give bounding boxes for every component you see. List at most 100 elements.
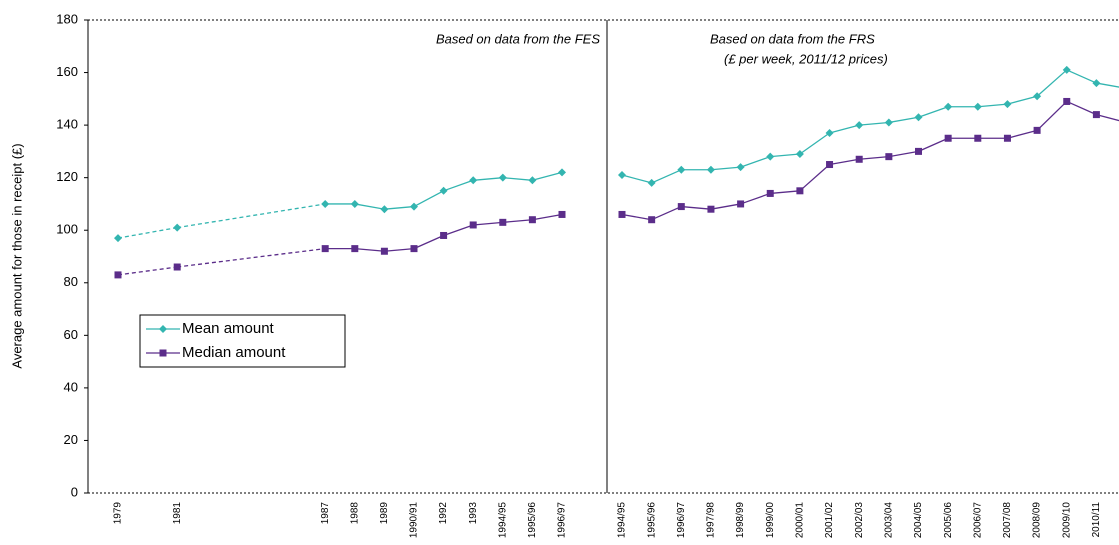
- x-tick-label: 1989: [379, 502, 390, 525]
- marker: [1003, 100, 1012, 109]
- series-segment: [918, 106, 949, 118]
- x-tick-label: 1992: [438, 502, 449, 525]
- marker: [677, 165, 686, 174]
- marker: [855, 155, 863, 163]
- y-tick-label: 60: [64, 327, 78, 342]
- marker: [974, 134, 982, 142]
- marker: [766, 189, 774, 197]
- x-tick-label: 1994/95: [617, 502, 628, 539]
- x-tick-label: 1998/99: [735, 502, 746, 539]
- x-tick-label: 1981: [172, 502, 183, 525]
- marker: [528, 216, 536, 224]
- legend-box: [139, 314, 346, 368]
- x-tick-label: 1996/97: [557, 502, 568, 539]
- x-tick-label: 1999/00: [765, 502, 776, 539]
- series-segment: [502, 219, 533, 223]
- marker: [796, 187, 804, 195]
- marker: [114, 234, 122, 243]
- y-tick-label: 80: [64, 274, 78, 289]
- series-segment: [473, 177, 503, 181]
- series-segment: [117, 226, 178, 239]
- series-segment: [1036, 100, 1068, 131]
- marker: [795, 150, 804, 159]
- x-tick-label: 1995/96: [646, 502, 657, 539]
- series-segment: [681, 205, 712, 210]
- legend-label: Median amount: [182, 344, 286, 361]
- series-segment: [117, 266, 178, 276]
- marker: [915, 147, 922, 155]
- marker: [499, 218, 507, 226]
- series-segment: [621, 213, 652, 221]
- series-segment: [740, 156, 771, 168]
- y-tick-label: 100: [56, 222, 78, 237]
- y-tick-label: 40: [64, 379, 78, 394]
- marker: [410, 245, 418, 253]
- series-segment: [177, 247, 326, 268]
- series-segment: [413, 234, 444, 250]
- marker: [498, 173, 507, 182]
- marker: [321, 199, 330, 208]
- series-segment: [888, 150, 919, 158]
- x-tick-label: 1996/97: [676, 502, 687, 539]
- x-tick-label: 2004/05: [913, 502, 924, 539]
- y-tick-label: 120: [56, 169, 78, 184]
- marker: [706, 165, 715, 174]
- series-segment: [770, 153, 800, 158]
- x-tick-label: 2000/01: [795, 502, 806, 539]
- marker: [469, 221, 477, 229]
- series-segment: [443, 224, 474, 237]
- series-segment: [859, 121, 889, 126]
- marker: [558, 168, 566, 177]
- series-segment: [502, 177, 533, 181]
- series-segment: [621, 174, 652, 184]
- series-segment: [177, 203, 326, 229]
- series-segment: [710, 203, 741, 210]
- x-tick-label: 2009/10: [1061, 502, 1072, 539]
- marker: [1003, 134, 1011, 142]
- marker: [855, 121, 864, 130]
- annotation: Based on data from the FRS: [710, 31, 875, 46]
- marker: [914, 113, 923, 122]
- marker: [973, 102, 982, 111]
- marker: [1092, 111, 1100, 119]
- marker: [1062, 65, 1071, 74]
- marker: [1063, 97, 1071, 105]
- marker: [114, 271, 122, 279]
- series-segment: [710, 166, 741, 171]
- marker: [944, 102, 953, 111]
- x-tick-label: 2006/07: [972, 502, 983, 539]
- marker: [173, 223, 182, 232]
- series-segment: [829, 158, 860, 166]
- marker: [1092, 79, 1101, 88]
- series-segment: [1096, 113, 1119, 122]
- marker: [884, 118, 893, 127]
- y-tick-label: 180: [56, 11, 78, 26]
- series-segment: [770, 190, 800, 195]
- x-tick-label: 1997/98: [706, 502, 717, 539]
- series-segment: [1066, 69, 1097, 84]
- marker: [766, 152, 775, 161]
- marker: [736, 163, 745, 172]
- marker: [1033, 126, 1041, 134]
- marker: [944, 134, 952, 142]
- series-segment: [888, 116, 919, 124]
- x-tick-label: 2010/11: [1091, 502, 1102, 538]
- x-tick-label: 2003/04: [883, 502, 894, 539]
- x-tick-label: 1988: [349, 502, 360, 525]
- marker: [618, 171, 626, 180]
- subtitle: (£ per week, 2011/12 prices): [724, 51, 888, 66]
- x-tick-label: 2001/02: [824, 502, 835, 539]
- series-segment: [651, 205, 682, 221]
- marker: [173, 263, 181, 271]
- marker: [618, 210, 626, 218]
- series-segment: [799, 164, 830, 192]
- marker: [707, 205, 715, 213]
- x-tick-label: 2005/06: [943, 502, 954, 539]
- marker: [1033, 92, 1042, 101]
- x-tick-label: 2002/03: [854, 502, 865, 539]
- series-segment: [1007, 129, 1038, 139]
- marker: [469, 176, 478, 185]
- marker: [351, 245, 359, 253]
